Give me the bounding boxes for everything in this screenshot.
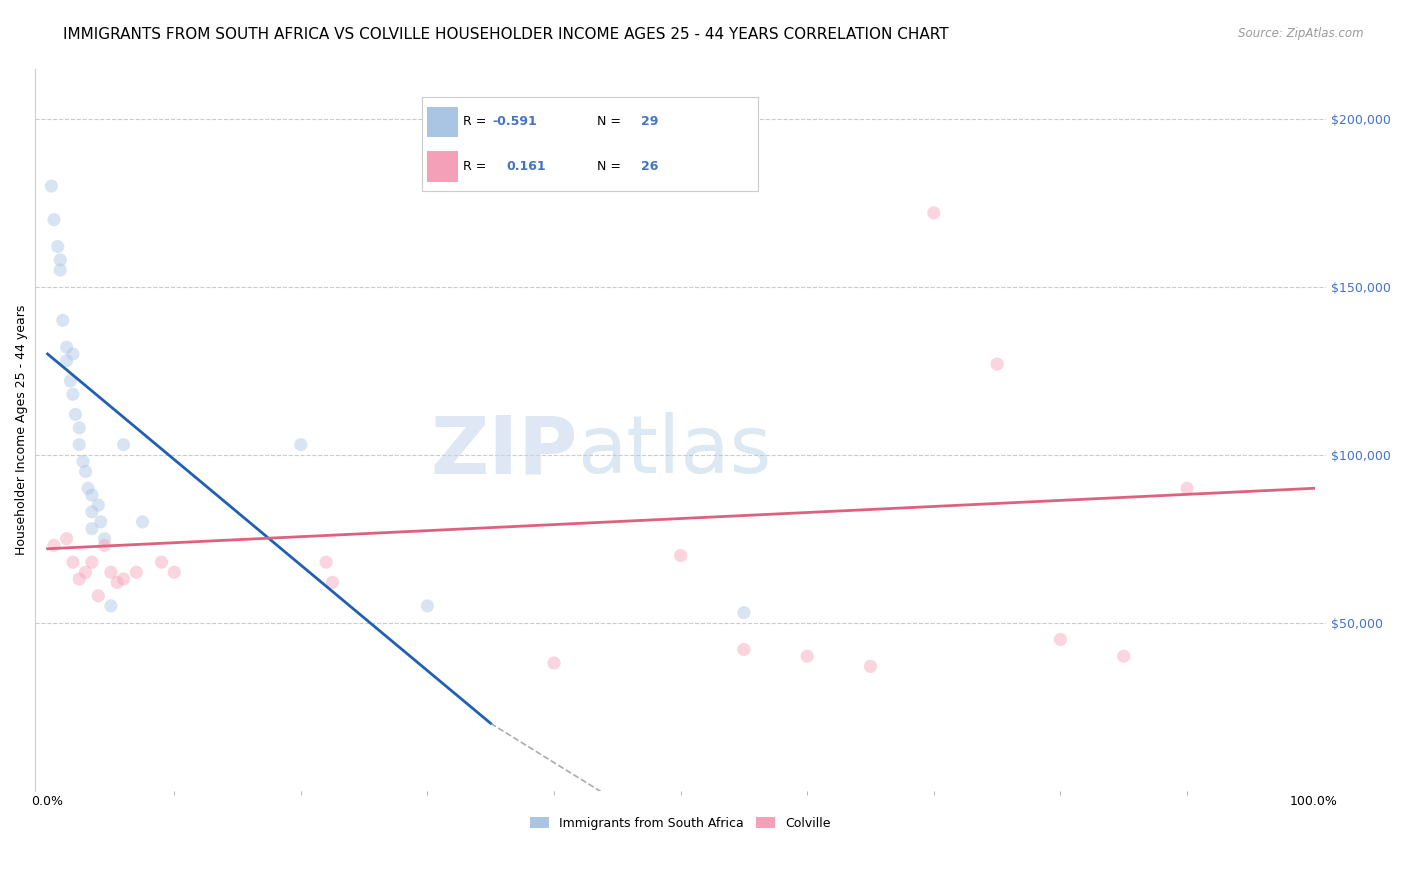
Point	[150, 555, 173, 569]
Point	[67, 437, 90, 451]
Point	[55, 532, 77, 546]
Point	[859, 659, 882, 673]
Point	[416, 599, 439, 613]
Point	[315, 555, 337, 569]
Point	[55, 353, 77, 368]
Point	[55, 340, 77, 354]
Point	[72, 454, 94, 468]
Point	[42, 538, 65, 552]
Point	[90, 515, 112, 529]
Point	[733, 642, 755, 657]
Point	[80, 522, 103, 536]
Point	[67, 421, 90, 435]
Text: atlas: atlas	[578, 412, 772, 491]
Point	[80, 505, 103, 519]
Point	[52, 313, 75, 327]
Point	[87, 589, 110, 603]
Point	[65, 408, 87, 422]
Text: IMMIGRANTS FROM SOUTH AFRICA VS COLVILLE HOUSEHOLDER INCOME AGES 25 - 44 YEARS C: IMMIGRANTS FROM SOUTH AFRICA VS COLVILLE…	[63, 27, 949, 42]
Point	[321, 575, 343, 590]
Point	[922, 206, 945, 220]
Point	[93, 538, 115, 552]
Point	[543, 656, 565, 670]
Point	[100, 599, 122, 613]
Point	[733, 606, 755, 620]
Text: ZIP: ZIP	[430, 412, 578, 491]
Point	[62, 347, 84, 361]
Point	[62, 387, 84, 401]
Point	[75, 566, 97, 580]
Point	[1112, 649, 1135, 664]
Legend: Immigrants from South Africa, Colville: Immigrants from South Africa, Colville	[526, 812, 835, 835]
Point	[100, 566, 122, 580]
Point	[669, 549, 692, 563]
Point	[49, 263, 72, 277]
Point	[986, 357, 1008, 371]
Y-axis label: Householder Income Ages 25 - 44 years: Householder Income Ages 25 - 44 years	[15, 304, 28, 555]
Point	[49, 252, 72, 267]
Point	[67, 572, 90, 586]
Point	[80, 555, 103, 569]
Point	[163, 566, 186, 580]
Point	[1175, 481, 1198, 495]
Point	[77, 481, 100, 495]
Point	[59, 374, 82, 388]
Point	[42, 212, 65, 227]
Point	[112, 572, 135, 586]
Point	[1049, 632, 1071, 647]
Point	[112, 437, 135, 451]
Text: Source: ZipAtlas.com: Source: ZipAtlas.com	[1239, 27, 1364, 40]
Point	[41, 179, 63, 194]
Point	[796, 649, 818, 664]
Point	[87, 498, 110, 512]
Point	[125, 566, 148, 580]
Point	[80, 488, 103, 502]
Point	[290, 437, 312, 451]
Point	[75, 465, 97, 479]
Point	[46, 239, 69, 253]
Point	[62, 555, 84, 569]
Point	[105, 575, 128, 590]
Point	[131, 515, 153, 529]
Point	[93, 532, 115, 546]
